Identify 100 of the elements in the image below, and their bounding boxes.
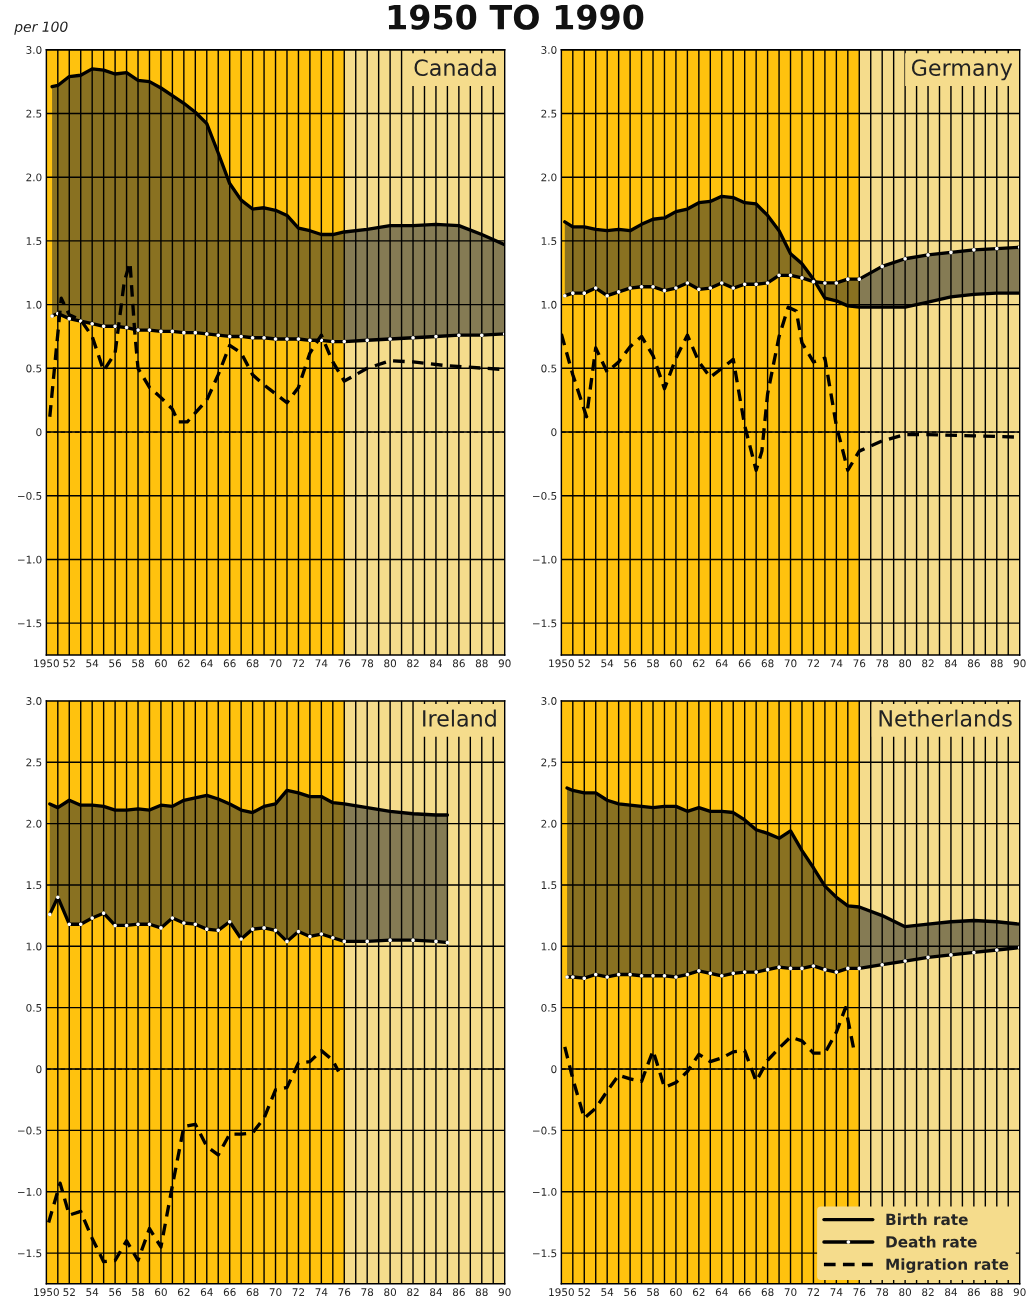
x-tick-label: 1950 (549, 659, 574, 668)
legend-label: Birth rate (886, 1213, 968, 1226)
x-tick-label: 1950 (34, 1288, 59, 1297)
y-tick-label: −1.5 (532, 1249, 557, 1258)
x-tick-label: 70 (784, 659, 797, 668)
y-tick-label: 0 (36, 1065, 42, 1074)
x-tick-label: 1950 (549, 1288, 574, 1297)
x-tick-label: 86 (452, 659, 465, 668)
x-tick-label: 66 (738, 1288, 751, 1297)
y-tick-label: −0.5 (532, 1126, 557, 1135)
y-tick-label: 1.0 (26, 942, 42, 951)
x-tick-label: 76 (338, 659, 351, 668)
x-tick-label: 56 (624, 1288, 637, 1297)
x-tick-label: 78 (876, 1288, 889, 1297)
x-tick-label: 64 (200, 1288, 213, 1297)
x-tick-label: 74 (315, 659, 328, 668)
x-tick-label: 70 (269, 1288, 282, 1297)
x-tick-label: 60 (670, 1288, 682, 1297)
x-tick-label: 58 (132, 659, 144, 668)
y-tick-label: −1.0 (17, 555, 42, 564)
x-tick-label: 72 (807, 1288, 820, 1296)
x-tick-label: 52 (63, 1288, 75, 1297)
y-tick-label: 0.5 (541, 364, 557, 373)
x-tick-label: 76 (853, 659, 866, 668)
x-tick-label: 62 (692, 659, 705, 668)
y-tick-label: 0 (551, 428, 557, 437)
x-tick-label: 78 (876, 659, 889, 668)
x-tick-label: 58 (132, 1288, 144, 1297)
y-tick-label: 2.5 (26, 758, 42, 767)
x-tick-label: 80 (899, 1288, 912, 1297)
x-tick-label: 90 (1013, 1288, 1026, 1297)
y-tick-label: 2.0 (541, 173, 557, 182)
x-tick-label: 80 (384, 1288, 397, 1297)
x-tick-label: 66 (223, 659, 236, 668)
x-tick-label: 54 (601, 1288, 614, 1297)
y-tick-label: 3.0 (26, 46, 42, 54)
y-tick-label: 1.5 (26, 881, 42, 890)
y-tick-label: −0.5 (17, 491, 42, 500)
x-tick-label: 82 (407, 1288, 419, 1297)
y-tick-label: 3.0 (541, 697, 557, 705)
x-tick-label: 60 (155, 659, 167, 668)
x-tick-label: 80 (384, 659, 397, 668)
x-tick-label: 88 (990, 1288, 1003, 1297)
y-tick-label: 2.0 (541, 819, 557, 828)
x-tick-label: 64 (200, 659, 213, 668)
y-tick-label: 0.5 (26, 364, 42, 373)
y-tick-label: 2.0 (26, 819, 42, 828)
x-tick-label: 84 (430, 1288, 442, 1297)
x-tick-label: 74 (315, 1288, 328, 1296)
x-tick-label: 58 (647, 1288, 659, 1297)
y-tick-label: 2,5 (541, 758, 557, 768)
x-tick-label: 78 (361, 659, 374, 668)
y-tick-label: −1.5 (532, 619, 557, 628)
x-tick-label: 88 (990, 659, 1003, 668)
x-tick-label: 82 (407, 659, 419, 668)
y-tick-label: 1.5 (541, 237, 557, 246)
y-tick-label: −0.5 (532, 491, 557, 500)
x-tick-label: 54 (86, 659, 99, 668)
x-tick-label: 64 (715, 659, 728, 668)
x-tick-label: 54 (86, 1288, 99, 1297)
x-tick-label: 66 (738, 659, 751, 668)
x-tick-label: 90 (1013, 659, 1026, 668)
y-axis-title: per 100 (14, 21, 68, 35)
y-tick-label: 3.0 (26, 697, 42, 705)
x-tick-label: 60 (670, 659, 682, 668)
x-tick-label: 74 (830, 659, 843, 668)
y-tick-label: −1.0 (532, 1187, 557, 1196)
y-tick-label: 2.5 (541, 109, 557, 118)
y-tick-label: −1.5 (17, 1249, 42, 1258)
x-tick-label: 78 (361, 1288, 374, 1297)
x-tick-label: 68 (761, 1288, 774, 1297)
x-tick-label: 66 (223, 1288, 236, 1297)
y-tick-label: 3.0 (541, 46, 557, 54)
x-tick-label: 80 (899, 659, 912, 668)
chart-title: Netherlands (879, 709, 1012, 727)
text: 1950 TO 1990 (388, 4, 644, 30)
x-tick-label: 56 (109, 659, 122, 668)
y-tick-label: 1.0 (541, 300, 557, 309)
x-tick-label: 70 (784, 1288, 797, 1297)
x-tick-label: 52 (578, 659, 590, 668)
x-tick-label: 90 (498, 659, 511, 668)
x-tick-label: 56 (624, 659, 637, 668)
y-tick-label: 1.0 (26, 300, 42, 309)
x-tick-label: 1950 (34, 659, 59, 668)
x-tick-label: 72 (807, 659, 820, 668)
x-tick-label: 84 (945, 1288, 957, 1297)
x-tick-label: 70 (269, 659, 282, 668)
y-tick-label: −1.5 (17, 619, 42, 628)
y-tick-label: −1.0 (17, 1187, 42, 1196)
x-tick-label: 52 (578, 1288, 590, 1297)
x-tick-label: 76 (338, 1288, 351, 1297)
x-tick-label: 52 (63, 659, 75, 668)
y-tick-label: 0 (36, 428, 42, 437)
x-tick-label: 62 (692, 1288, 705, 1297)
x-tick-label: 54 (601, 659, 614, 668)
x-tick-label: 68 (761, 659, 774, 668)
x-tick-label: 84 (945, 659, 957, 668)
x-tick-label: 76 (853, 1288, 866, 1297)
x-tick-label: 86 (967, 659, 980, 668)
x-tick-label: 60 (155, 1288, 167, 1297)
